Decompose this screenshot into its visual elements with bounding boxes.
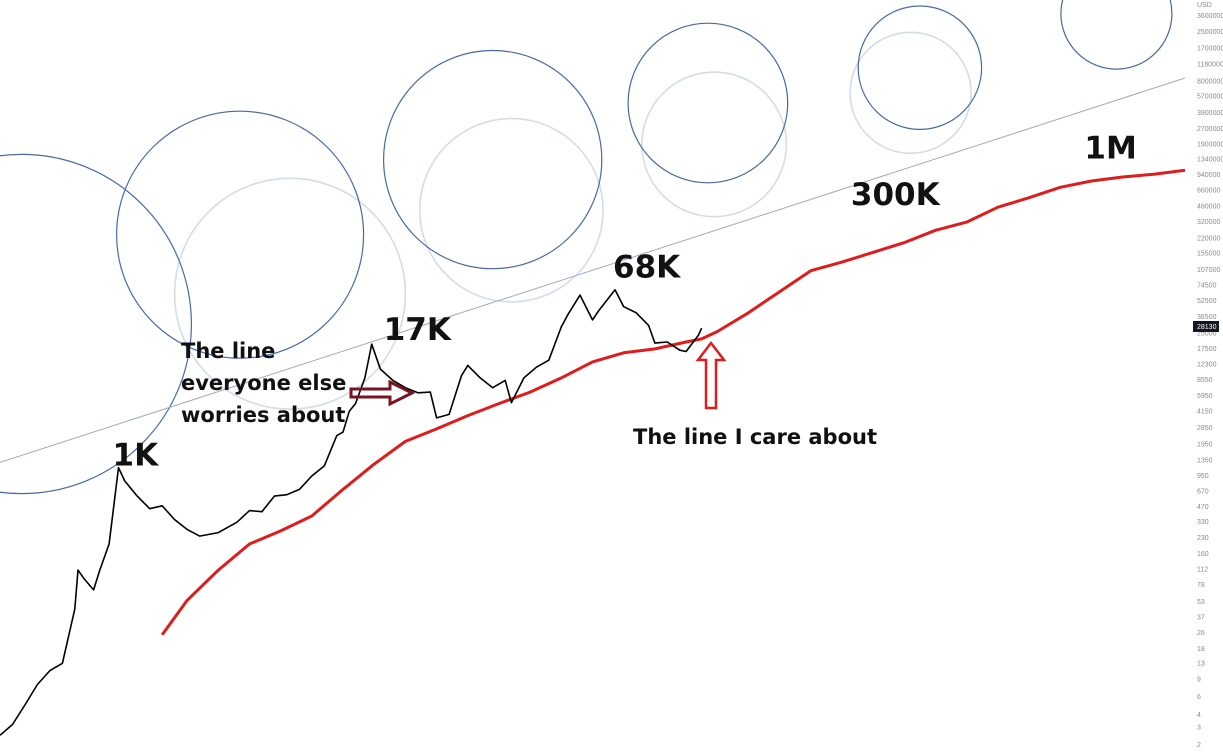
y-tick-label: 12300 bbox=[1197, 361, 1217, 368]
red-trend-line bbox=[160, 168, 1186, 636]
y-tick-label: 6 bbox=[1197, 694, 1201, 701]
y-tick-label: 1340000 bbox=[1197, 157, 1223, 164]
price-line bbox=[0, 288, 703, 736]
cycle-circle-0 bbox=[0, 153, 192, 495]
y-tick-label: 25000000 bbox=[1197, 29, 1223, 36]
y-tick-label: 74500 bbox=[1197, 283, 1217, 290]
annotation-left-line-2: everyone else bbox=[181, 371, 346, 395]
y-tick-label: 155000 bbox=[1197, 251, 1220, 258]
series-lines bbox=[0, 77, 1186, 736]
y-tick-label: 13 bbox=[1197, 660, 1205, 667]
y-tick-label: 17000000 bbox=[1197, 46, 1223, 53]
y-tick-label: 1950 bbox=[1197, 442, 1213, 449]
y-tick-label: 470 bbox=[1197, 504, 1209, 511]
y-tick-label: 4 bbox=[1197, 712, 1201, 719]
y-tick-label: 5700000 bbox=[1197, 93, 1223, 100]
cycle-circle-4 bbox=[857, 5, 983, 130]
y-tick-label: 112 bbox=[1197, 566, 1208, 573]
annotation-left-line-1: The line bbox=[181, 339, 275, 363]
y-tick-label: 330 bbox=[1197, 519, 1209, 526]
y-tick-label: 1350 bbox=[1197, 458, 1213, 465]
faint-circles bbox=[173, 31, 972, 410]
cycle-circle-2 bbox=[383, 49, 603, 270]
right-arrow-icon bbox=[349, 379, 416, 407]
cycle-circle-faint-6 bbox=[173, 177, 407, 410]
y-tick-label: 36000000 bbox=[1197, 13, 1223, 20]
y-tick-label: 36500 bbox=[1197, 314, 1217, 321]
y-tick-label: 37 bbox=[1197, 615, 1205, 622]
y-tick-label: 320000 bbox=[1197, 219, 1220, 226]
peak-label-300k: 300K bbox=[851, 177, 941, 213]
diagonal-trend-line bbox=[0, 77, 1186, 463]
y-tick-label: 8000000 bbox=[1197, 79, 1223, 86]
y-tick-label: 230 bbox=[1197, 535, 1209, 542]
y-tick-label: 3 bbox=[1197, 724, 1201, 731]
cycle-circle-3 bbox=[627, 22, 789, 184]
cycle-circle-faint-8 bbox=[640, 71, 788, 218]
y-tick-label: 11800000 bbox=[1197, 62, 1223, 69]
y-tick-label: 3900000 bbox=[1197, 110, 1223, 117]
y-tick-label: 1900000 bbox=[1197, 141, 1223, 148]
y-tick-label: 940000 bbox=[1197, 172, 1220, 179]
cycle-circle-1 bbox=[116, 110, 365, 359]
y-tick-label: 460000 bbox=[1197, 203, 1220, 210]
y-tick-label: 670 bbox=[1197, 488, 1209, 495]
peak-label-17k: 17K bbox=[384, 312, 452, 348]
y-tick-label: 220000 bbox=[1197, 235, 1220, 242]
y-tick-label: 78 bbox=[1197, 582, 1205, 589]
y-tick-label: 660000 bbox=[1197, 188, 1220, 195]
peak-labels: 1K 17K 68K 300K 1M bbox=[113, 130, 1137, 473]
current-price-badge: 28130 bbox=[1193, 321, 1219, 332]
currency-label: USD bbox=[1197, 2, 1212, 9]
y-axis: USD 36000000 25000000 17000000 11800000 8000… bbox=[1197, 2, 1223, 749]
peak-label-1m: 1M bbox=[1084, 130, 1136, 166]
y-tick-label: 52500 bbox=[1197, 298, 1217, 305]
current-price-text: 28130 bbox=[1197, 324, 1217, 331]
current-price-badge-bg bbox=[1193, 321, 1219, 332]
annotation-bottom: The line I care about bbox=[633, 425, 877, 449]
y-tick-label: 2 bbox=[1197, 742, 1201, 749]
y-tick-label: 25000 bbox=[1197, 330, 1217, 337]
peak-label-68k: 68K bbox=[613, 250, 681, 286]
cycle-circle-faint-7 bbox=[418, 117, 604, 303]
y-tick-label: 2850 bbox=[1197, 425, 1213, 432]
y-tick-label: 26 bbox=[1197, 630, 1205, 637]
y-tick-label: 2700000 bbox=[1197, 126, 1223, 133]
strong-circles bbox=[0, 0, 1173, 495]
annotation-left-line-3: worries about bbox=[181, 403, 345, 427]
up-arrow-icon bbox=[695, 340, 727, 410]
y-tick-label: 5950 bbox=[1197, 393, 1213, 400]
y-tick-label: 18 bbox=[1197, 646, 1205, 653]
y-tick-label: 53 bbox=[1197, 599, 1205, 606]
cycle-circle-faint-9 bbox=[849, 31, 972, 155]
y-tick-label: 160 bbox=[1197, 551, 1209, 558]
y-tick-label: 4150 bbox=[1197, 409, 1213, 416]
y-tick-label: 950 bbox=[1197, 473, 1209, 480]
y-tick-label: 9 bbox=[1197, 676, 1201, 683]
y-tick-label: 107000 bbox=[1197, 267, 1220, 274]
y-tick-label: 8550 bbox=[1197, 377, 1213, 384]
cycle-circle-5 bbox=[1060, 0, 1173, 70]
peak-label-1k: 1K bbox=[113, 438, 160, 474]
y-tick-label: 17500 bbox=[1197, 346, 1217, 353]
